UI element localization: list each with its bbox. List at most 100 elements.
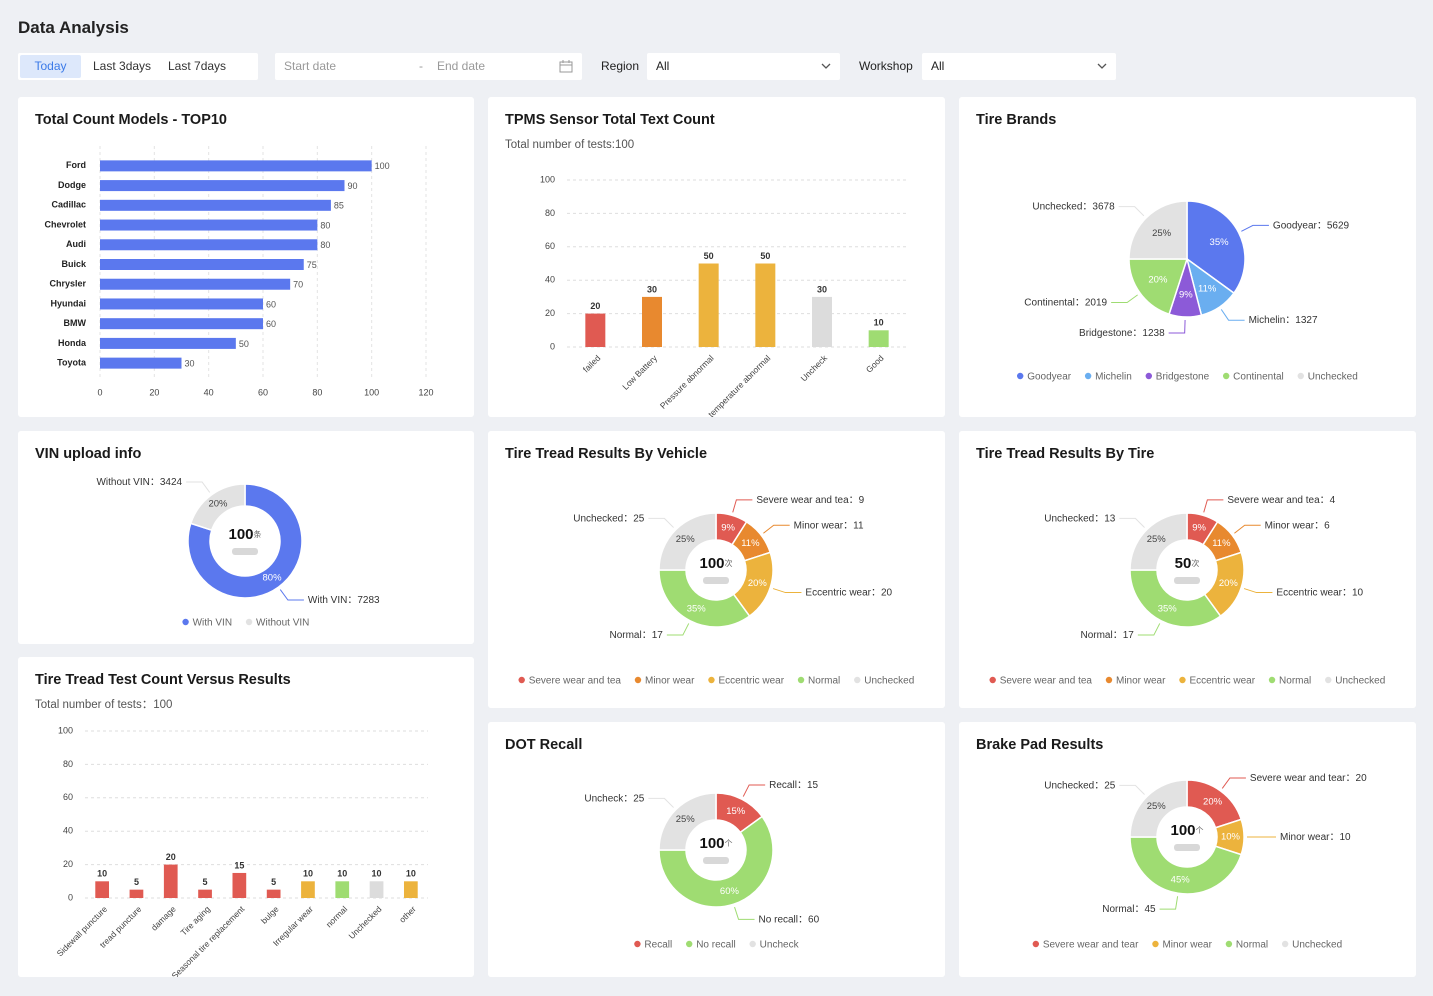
region-value[interactable]: All bbox=[656, 59, 670, 73]
tab[interactable]: Today bbox=[20, 55, 81, 78]
legend-swatch bbox=[1152, 940, 1159, 948]
leader-line bbox=[1159, 896, 1179, 910]
slice-name: Minor wear bbox=[1265, 520, 1315, 531]
tab[interactable]: Last 3days bbox=[93, 59, 152, 73]
slice-name: Uncheck bbox=[584, 793, 624, 804]
start-date[interactable]: Start date bbox=[284, 59, 337, 73]
legend-swatch bbox=[182, 618, 189, 626]
slice bbox=[1186, 200, 1246, 295]
x-tick-label: Pressure abnormal bbox=[658, 353, 716, 411]
chart: TPMS Sensor Total Text Count Total number… bbox=[505, 112, 907, 417]
blurred-caption bbox=[703, 857, 729, 864]
leader-line bbox=[1119, 517, 1145, 528]
slice-count: 10 bbox=[1339, 832, 1351, 843]
slice-name: Recall bbox=[769, 780, 797, 791]
chart-card: Tire Tread Results By Tire 9% Severe wear … bbox=[959, 431, 1416, 708]
slice bbox=[1129, 569, 1222, 628]
workshop-label: Workshop bbox=[859, 59, 913, 73]
value-label: 10 bbox=[372, 869, 382, 879]
x-tick-label: bulge bbox=[259, 904, 281, 926]
slice-name: Goodyear bbox=[1273, 220, 1318, 231]
blurred-caption bbox=[1174, 844, 1200, 851]
separator: ： bbox=[623, 513, 633, 524]
value-label: 85 bbox=[334, 201, 344, 211]
chart: Total Count Models - TOP10 0 20 40 60 80 100 12… bbox=[35, 112, 434, 398]
y-tick-label: 100 bbox=[540, 174, 555, 184]
legend-swatch bbox=[1179, 676, 1186, 684]
x-tick-label: 40 bbox=[204, 387, 214, 397]
chart: Tire Tread Results By Tire 9% Severe wear … bbox=[976, 446, 1385, 687]
bar bbox=[100, 160, 372, 172]
slice-count: 15 bbox=[807, 780, 819, 791]
legend-label: Without VIN bbox=[256, 618, 309, 629]
slice-name: Michelin bbox=[1249, 315, 1286, 326]
slice-name: Normal bbox=[609, 630, 641, 641]
separator: ： bbox=[1113, 630, 1123, 641]
center-value: 100 bbox=[1170, 822, 1195, 839]
leader-line bbox=[1118, 206, 1145, 217]
slice-label: Recall：15 bbox=[769, 780, 818, 791]
slice-label: Severe wear and tear：20 bbox=[1250, 773, 1367, 784]
x-tick-label: temperature abnormal bbox=[706, 353, 772, 417]
workshop-select[interactable]: All bbox=[922, 53, 1116, 80]
legend-swatch bbox=[1297, 372, 1304, 380]
legend: Goodyear Michelin Bridgestone Continental Un… bbox=[1016, 372, 1358, 383]
legend-label: Severe wear and tea bbox=[1000, 676, 1093, 687]
separator: ： bbox=[623, 793, 633, 804]
legend-swatch bbox=[1222, 372, 1230, 380]
leader-line bbox=[732, 499, 753, 513]
x-tick-label: Uncheck bbox=[799, 352, 830, 383]
chart: Tire Tread Test Count Versus Results Tota… bbox=[35, 672, 428, 977]
slice-count: 13 bbox=[1104, 513, 1116, 524]
chart-card: Tire Tread Results By Vehicle 9% Severe we… bbox=[488, 431, 945, 708]
slice-label: Continental：2019 bbox=[1024, 297, 1107, 308]
value-label: 10 bbox=[97, 869, 107, 879]
legend-label: Normal bbox=[1279, 676, 1311, 687]
slice-name: Severe wear and tea bbox=[756, 495, 849, 506]
x-tick-label: 0 bbox=[97, 387, 102, 397]
legend-label: Uncheck bbox=[760, 940, 800, 951]
slice-label: Unchecked：3678 bbox=[1032, 201, 1115, 212]
slice-name: Eccentric wear bbox=[1276, 587, 1342, 598]
center-value: 50 bbox=[1175, 555, 1192, 572]
y-tick-label: Honda bbox=[58, 338, 87, 348]
chart-title: Tire Tread Results By Vehicle bbox=[505, 446, 707, 462]
percent-label: 20% bbox=[208, 498, 228, 509]
tab[interactable]: Last 7days bbox=[168, 59, 227, 73]
center-value: 100 bbox=[228, 526, 253, 543]
chart: Brake Pad Results 20% Severe wear and tear… bbox=[976, 737, 1367, 951]
slice-label: Michelin：1327 bbox=[1249, 315, 1318, 326]
leader-line bbox=[1241, 224, 1269, 232]
x-tick-label: failed bbox=[581, 353, 603, 375]
legend: Severe wear and tear Minor wear Normal Unch… bbox=[1032, 940, 1342, 951]
date-range[interactable]: Start date - End date bbox=[275, 53, 582, 80]
leader-line bbox=[648, 517, 674, 528]
workshop-value[interactable]: All bbox=[931, 59, 945, 73]
date-separator: - bbox=[419, 59, 423, 73]
chart-subtitle: Total number of tests:100 bbox=[505, 139, 634, 151]
slice-label: Goodyear：5629 bbox=[1273, 220, 1350, 231]
y-tick-label: 80 bbox=[545, 208, 555, 218]
value-label: 60 bbox=[266, 299, 276, 309]
leader-line bbox=[1220, 309, 1245, 321]
calendar-icon[interactable] bbox=[559, 60, 573, 73]
legend-swatch bbox=[1325, 676, 1332, 684]
slice-count: 9 bbox=[859, 495, 865, 506]
separator: ： bbox=[1342, 587, 1352, 598]
x-tick-label: Unchecked bbox=[346, 904, 383, 941]
separator: ： bbox=[1329, 832, 1339, 843]
bar bbox=[100, 239, 318, 251]
region-select[interactable]: All bbox=[647, 53, 840, 80]
center-unit: 条 bbox=[254, 529, 262, 539]
bar bbox=[100, 318, 263, 330]
slice-name: Severe wear and tear bbox=[1250, 773, 1346, 784]
slice-label: No recall：60 bbox=[759, 914, 820, 925]
slice-label: Minor wear：11 bbox=[794, 520, 864, 531]
value-label: 50 bbox=[760, 251, 770, 261]
slice-count: 1327 bbox=[1295, 315, 1318, 326]
end-date[interactable]: End date bbox=[437, 59, 486, 73]
legend-swatch bbox=[634, 676, 642, 684]
separator: ： bbox=[849, 495, 859, 506]
y-tick-label: 80 bbox=[63, 759, 73, 769]
x-tick-label: normal bbox=[324, 904, 350, 930]
